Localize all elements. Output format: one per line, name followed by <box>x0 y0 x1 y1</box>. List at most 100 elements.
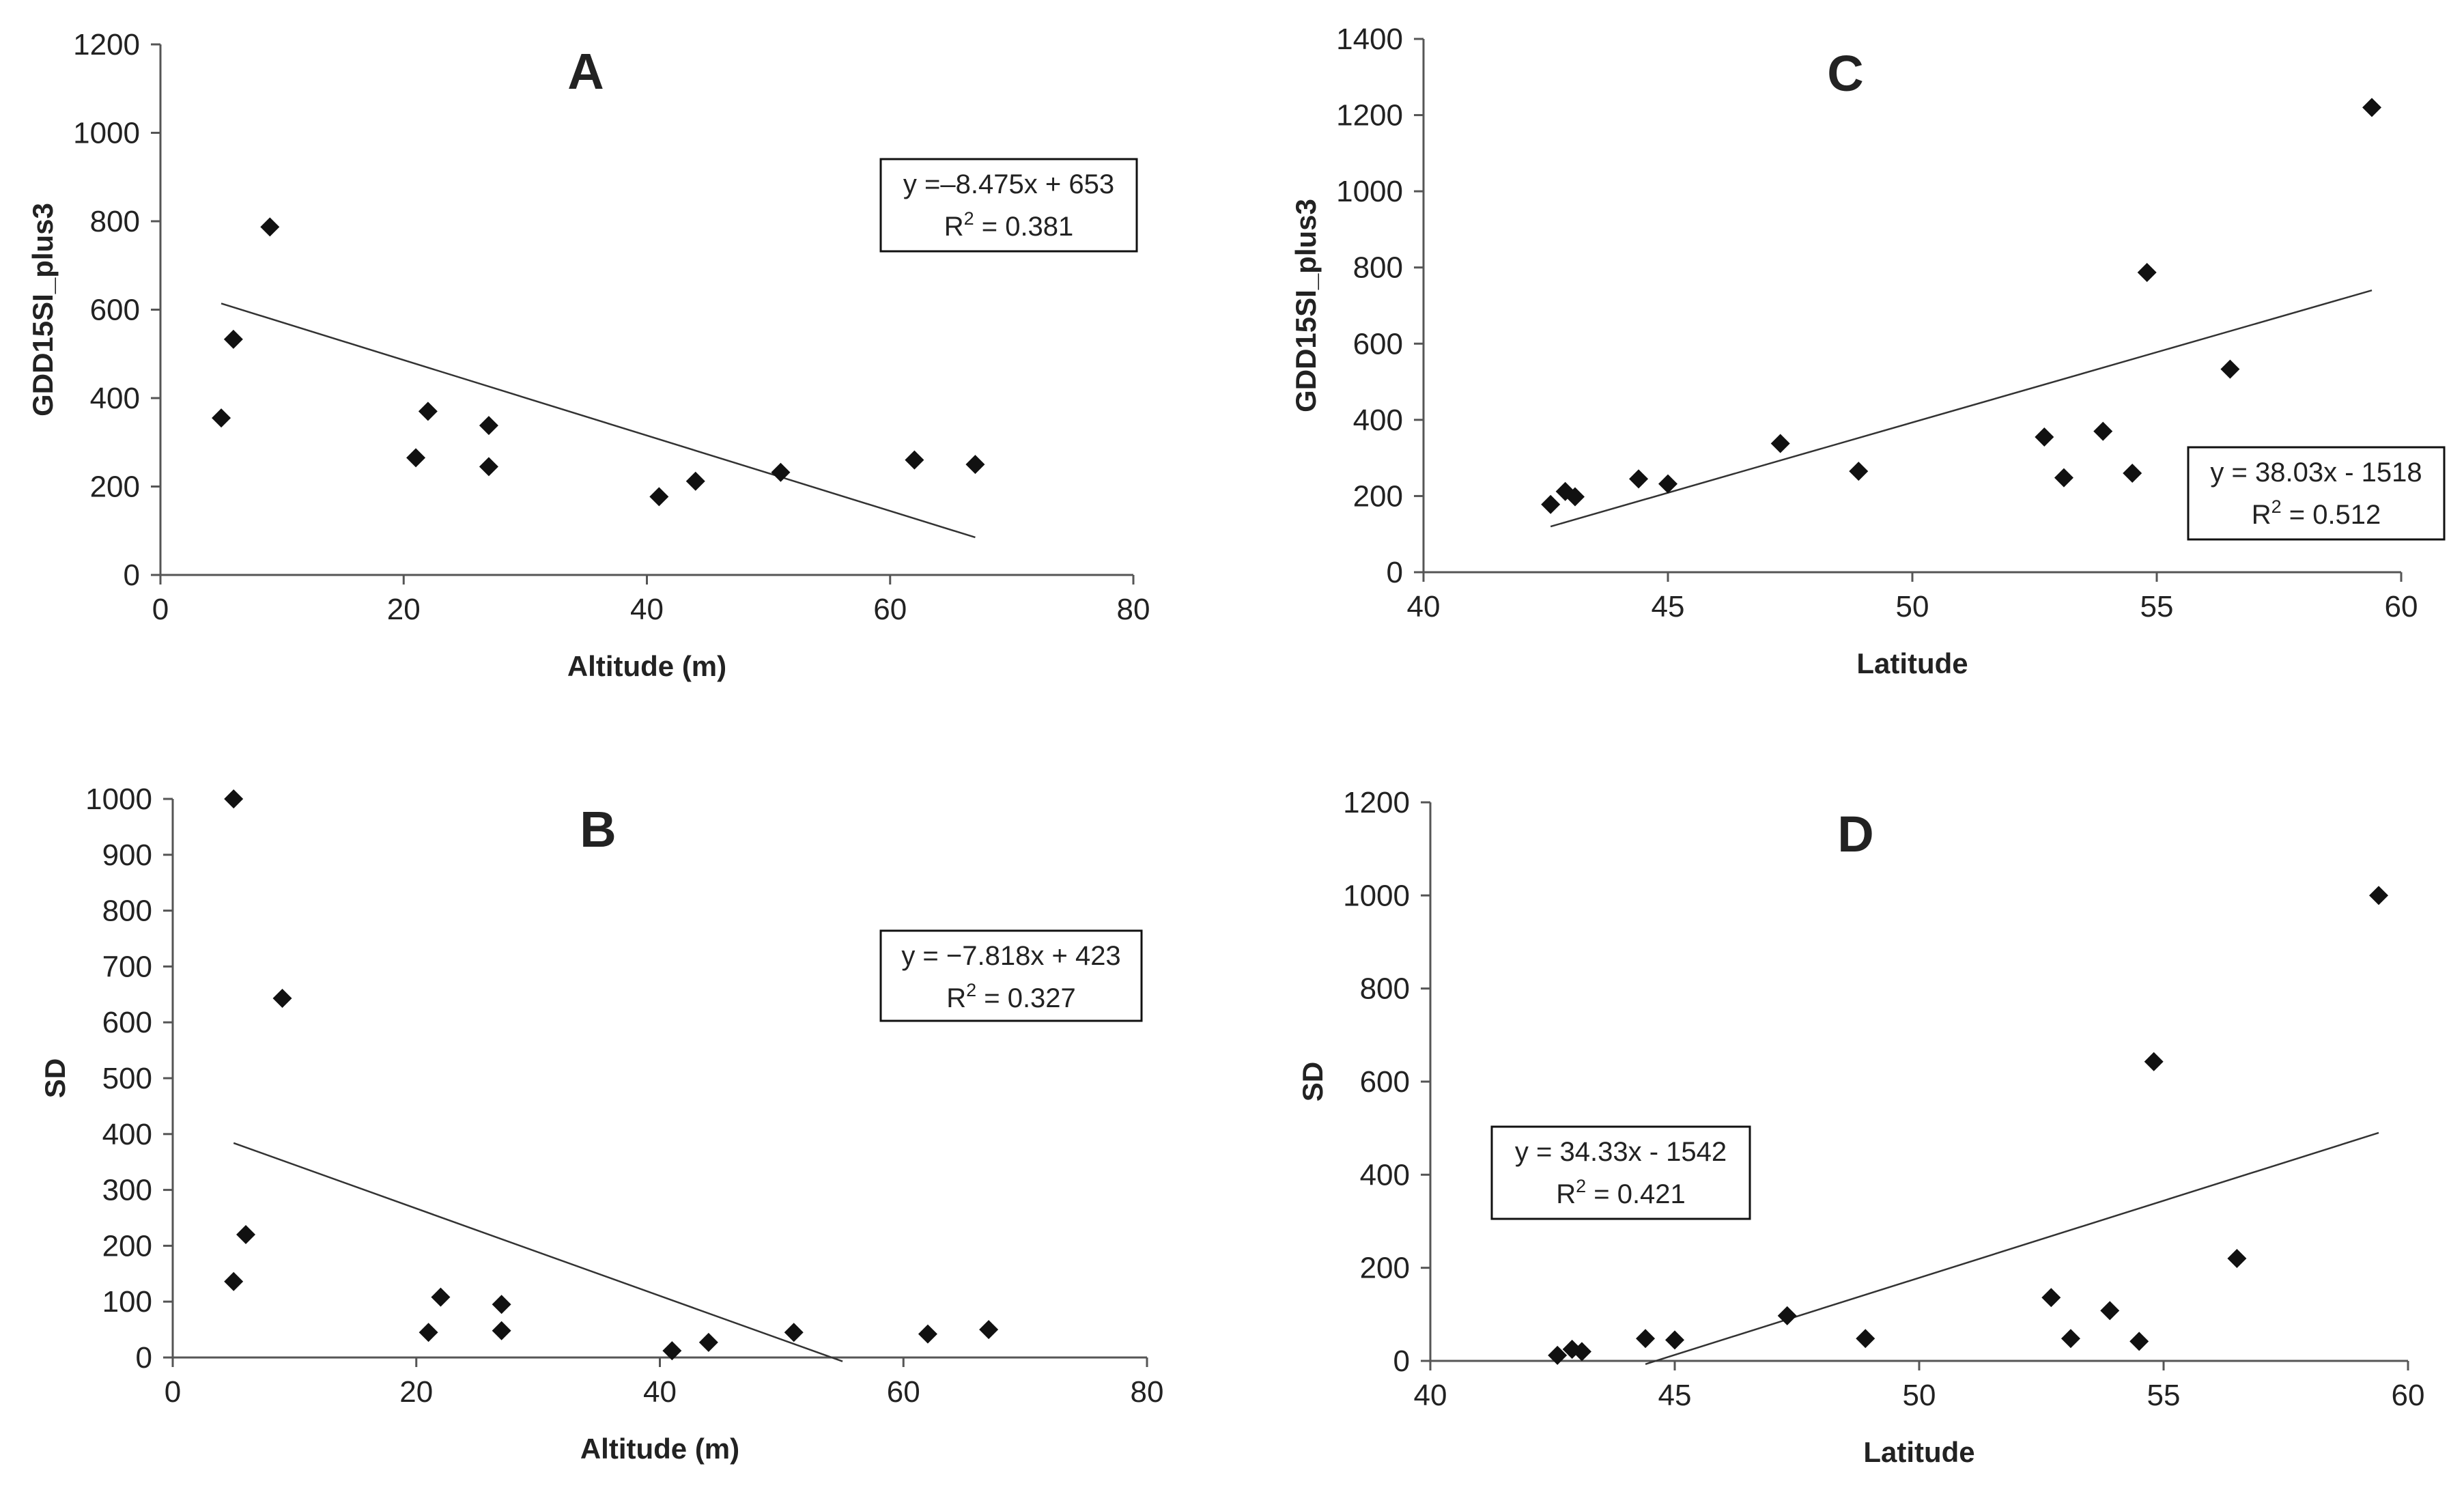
data-point <box>2144 1052 2164 1071</box>
y-tick-label: 600 <box>102 1006 152 1039</box>
y-axis-title: SD <box>39 1058 71 1098</box>
data-point <box>698 1332 718 1352</box>
equation-text: y = −7.818x + 423 <box>901 941 1120 971</box>
data-point <box>905 450 924 470</box>
data-point <box>406 448 426 468</box>
y-tick-label: 700 <box>102 950 152 983</box>
equation-text: y = 34.33x - 1542 <box>1515 1137 1727 1167</box>
equation-box <box>2187 446 2446 541</box>
y-tick-label: 0 <box>1387 556 1403 589</box>
data-point <box>236 1225 256 1245</box>
chart-panel-c: 0 200 400 600 800 1000 1200 1400 40 45 50 55 60 Latit… <box>1290 23 2446 679</box>
data-point <box>979 1320 999 1340</box>
y-tick-label: 400 <box>1360 1158 1410 1192</box>
x-tick-label: 60 <box>887 1375 920 1409</box>
data-point <box>1770 434 1790 453</box>
x-tick-label: 80 <box>1117 593 1150 626</box>
y-tick-label: 1200 <box>1336 99 1403 132</box>
chart-panel-b: 0 100 200 300 400 500 600 700 800 900 1000 0 20 40 60 8… <box>39 783 1163 1465</box>
y-tick-label: 300 <box>102 1174 152 1207</box>
equation-text: y =–8.475x + 653 <box>903 169 1114 199</box>
data-point <box>1629 469 1649 489</box>
data-point <box>2362 98 2382 117</box>
y-tick-label: 100 <box>102 1285 152 1319</box>
y-tick-label: 1000 <box>85 783 152 816</box>
chart-panel-d: 0 200 400 600 800 1000 1200 40 45 50 55 60 Latitude S… <box>1297 786 2424 1468</box>
x-tick-label: 20 <box>399 1375 433 1409</box>
data-point <box>224 1271 244 1291</box>
x-tick-label: 50 <box>1896 590 1929 623</box>
trendline <box>1550 289 2373 528</box>
x-tick-label: 60 <box>2392 1379 2425 1412</box>
data-point <box>2100 1301 2120 1321</box>
y-tick-label: 200 <box>1353 479 1403 513</box>
y-tick-label: 200 <box>1360 1252 1410 1285</box>
data-point <box>2129 1332 2149 1351</box>
y-tick-label: 1200 <box>1343 786 1410 819</box>
data-point <box>965 455 985 475</box>
data-point <box>492 1295 511 1314</box>
data-point <box>223 329 243 349</box>
data-point <box>272 989 292 1009</box>
y-tick-label: 800 <box>1360 972 1410 1006</box>
data-point <box>2093 421 2113 441</box>
x-tick-label: 60 <box>2385 590 2418 623</box>
y-tick-label: 600 <box>90 294 140 327</box>
r-squared-text: R2 = 0.327 <box>946 980 1076 1013</box>
data-point <box>2054 468 2073 488</box>
y-tick-label: 0 <box>124 559 140 592</box>
data-point <box>418 402 438 421</box>
y-tick-label: 400 <box>102 1118 152 1151</box>
data-point <box>649 487 669 507</box>
panel-letter: B <box>580 801 616 858</box>
data-point <box>1777 1306 1797 1325</box>
data-point <box>1572 1342 1591 1362</box>
equation-box <box>1490 1125 1751 1220</box>
panel-letter: D <box>1837 806 1873 862</box>
data-point <box>1856 1329 1875 1349</box>
data-point <box>1665 1330 1684 1350</box>
data-point <box>492 1321 511 1340</box>
data-point <box>1636 1329 1656 1349</box>
y-tick-label: 800 <box>1353 251 1403 285</box>
data-point <box>1541 494 1561 514</box>
r-squared-text: R2 = 0.381 <box>944 208 1074 242</box>
chart-panel-a: 0 200 400 600 800 1000 1200 0 20 40 60 80 Altitude (… <box>27 28 1150 682</box>
data-point <box>260 217 280 237</box>
data-point <box>1849 462 1869 481</box>
data-point <box>2041 1288 2061 1308</box>
y-tick-label: 600 <box>1360 1065 1410 1099</box>
x-axis-title: Latitude <box>1863 1436 1974 1468</box>
data-point <box>2123 463 2142 483</box>
y-tick-label: 900 <box>102 839 152 872</box>
y-axis-title: SD <box>1297 1062 1329 1101</box>
y-tick-label: 1000 <box>73 117 140 150</box>
equation-box <box>879 158 1138 253</box>
y-tick-label: 500 <box>102 1062 152 1095</box>
data-point <box>1658 474 1677 494</box>
data-point <box>771 462 791 482</box>
x-tick-label: 40 <box>630 593 664 626</box>
x-tick-label: 20 <box>387 593 421 626</box>
equation-text: y = 38.03x - 1518 <box>2210 458 2422 488</box>
x-tick-label: 40 <box>1407 590 1441 623</box>
r-squared-text: R2 = 0.421 <box>1556 1176 1686 1209</box>
y-tick-label: 0 <box>136 1341 152 1375</box>
x-tick-label: 50 <box>1903 1379 1936 1412</box>
y-tick-label: 1200 <box>73 28 140 61</box>
y-tick-label: 1000 <box>1343 879 1410 912</box>
x-tick-label: 55 <box>2147 1379 2181 1412</box>
y-tick-label: 0 <box>1393 1345 1410 1378</box>
data-point <box>2035 427 2054 447</box>
y-tick-label: 200 <box>102 1229 152 1263</box>
y-tick-label: 600 <box>1353 327 1403 361</box>
x-tick-label: 55 <box>2140 590 2174 623</box>
data-point <box>1565 487 1585 507</box>
trendline <box>1645 1131 2379 1365</box>
data-point <box>918 1324 937 1344</box>
data-point <box>419 1323 438 1342</box>
data-point <box>212 408 231 428</box>
data-point <box>431 1287 451 1307</box>
panel-letter: A <box>567 43 604 100</box>
